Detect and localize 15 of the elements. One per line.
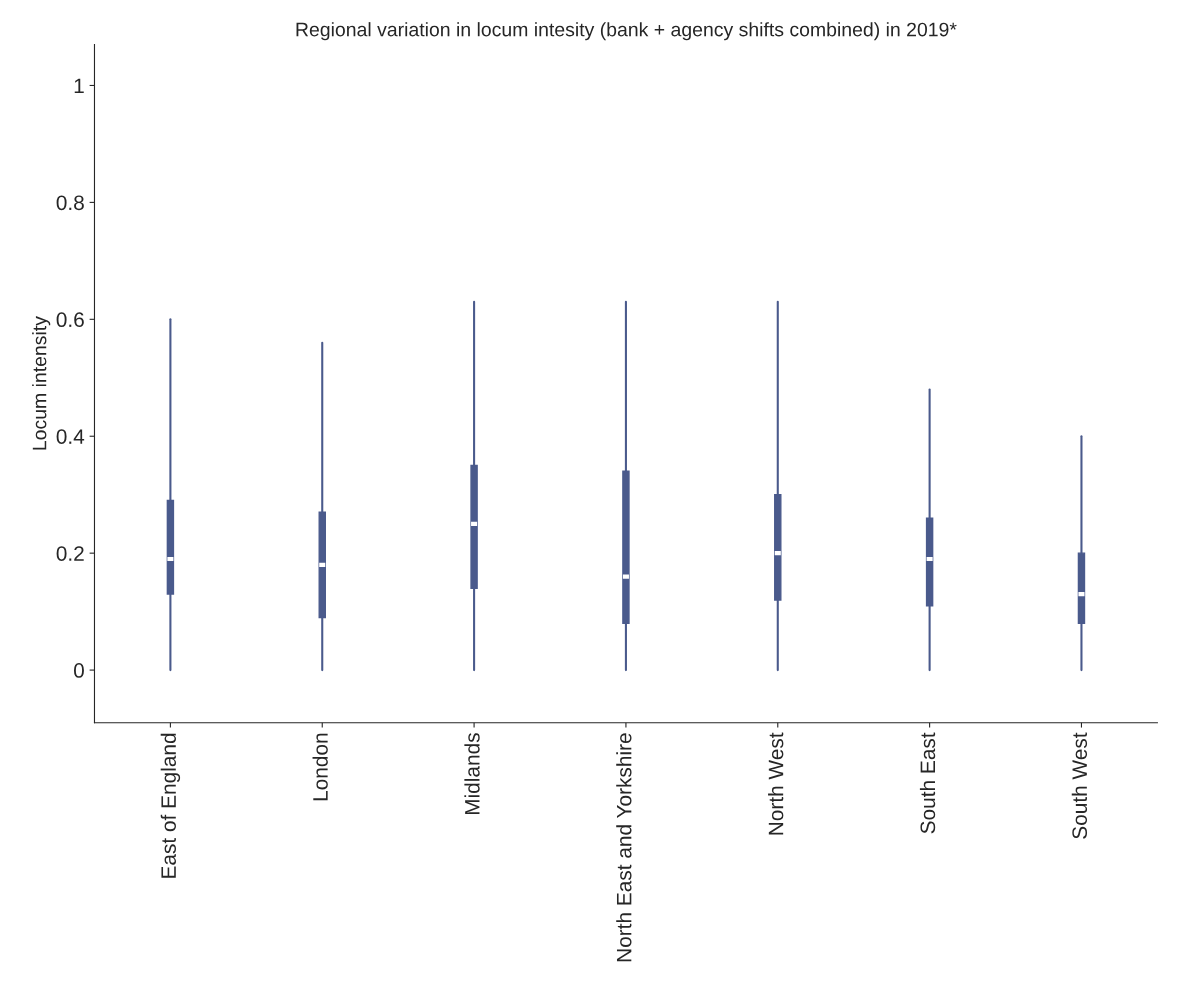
y-tick-label: 0.8 xyxy=(56,195,84,211)
x-tick-label: Midlands xyxy=(464,733,480,815)
x-tick-label: South West xyxy=(1071,732,1088,839)
y-tick-label: 0.6 xyxy=(56,312,84,328)
y-tick-label: 0 xyxy=(73,663,84,678)
y-axis-title: Locum intensity xyxy=(32,316,51,450)
x-tick-label: North West xyxy=(768,732,784,835)
y-tick-label: 0.4 xyxy=(56,429,85,444)
x-tick-label: East of England xyxy=(160,733,181,878)
x-tick-label: North East and Yorkshire xyxy=(616,733,632,962)
x-tick-label: South East xyxy=(919,732,936,834)
y-tick-label: 0.2 xyxy=(56,546,84,561)
chart-title: Regional variation in locum intesity (bank + agency shifts combined) in 2019* xyxy=(296,22,957,41)
x-tick-label: London xyxy=(312,733,328,801)
y-tick-label: 1 xyxy=(74,78,84,94)
